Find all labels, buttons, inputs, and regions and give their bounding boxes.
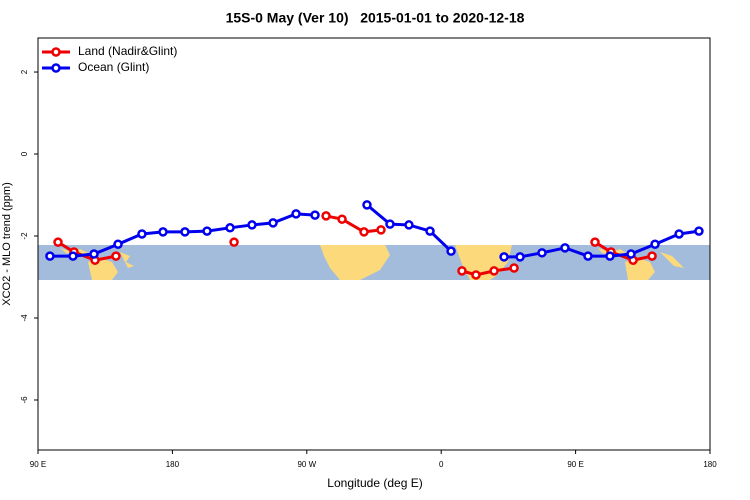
y-tick-label: -4: [20, 314, 29, 322]
data-point: [268, 218, 278, 228]
data-point: [425, 226, 435, 236]
data-point: [446, 246, 456, 256]
data-point: [359, 227, 369, 237]
x-tick-label: 180: [703, 460, 717, 469]
data-point: [674, 229, 684, 239]
data-point: [89, 249, 99, 259]
x-axis-label: Longitude (deg E): [327, 476, 422, 490]
data-point: [68, 251, 78, 261]
data-point: [385, 219, 395, 229]
data-point: [509, 263, 519, 273]
x-tick-label: 90 E: [30, 460, 46, 469]
legend: Land (Nadir&Glint) Ocean (Glint): [42, 44, 177, 74]
data-point: [45, 251, 55, 261]
data-point: [180, 227, 190, 237]
data-point: [53, 237, 63, 247]
y-axis-label: XCO2 - MLO trend (ppm): [1, 182, 13, 305]
data-point: [647, 251, 657, 261]
y-tick-label: 2: [20, 69, 29, 74]
data-point: [137, 229, 147, 239]
legend-marker: [51, 47, 61, 57]
data-point: [158, 227, 168, 237]
legend-label: Land (Nadir&Glint): [78, 44, 177, 58]
data-point: [489, 266, 499, 276]
data-point: [321, 211, 331, 221]
data-point: [590, 237, 600, 247]
data-point: [229, 237, 239, 247]
data-point: [560, 243, 570, 253]
data-point: [515, 252, 525, 262]
x-tick-label: 0: [439, 460, 444, 469]
data-point: [499, 252, 509, 262]
data-point: [605, 251, 615, 261]
x-tick-label: 90 E: [567, 460, 583, 469]
data-point: [626, 249, 636, 259]
data-point: [202, 226, 212, 236]
data-point: [376, 225, 386, 235]
x-tick-label: 90 W: [297, 460, 316, 469]
legend-marker: [51, 63, 61, 73]
chart-title: 15S-0 May (Ver 10) 2015-01-01 to 2020-12…: [226, 10, 525, 26]
y-tick-label: -2: [20, 232, 29, 240]
plot-frame: [37, 37, 711, 451]
map-band: [38, 245, 710, 280]
data-point: [457, 266, 467, 276]
data-point: [362, 200, 372, 210]
data-point: [404, 220, 414, 230]
data-point: [471, 270, 481, 280]
data-point: [291, 209, 301, 219]
data-point: [225, 223, 235, 233]
data-point: [247, 220, 257, 230]
data-point: [337, 214, 347, 224]
data-point: [537, 248, 547, 258]
data-point: [310, 210, 320, 220]
legend-label: Ocean (Glint): [78, 60, 149, 74]
y-tick-label: -6: [20, 396, 29, 404]
y-tick-label: 0: [20, 151, 29, 156]
data-point: [694, 226, 704, 236]
data-point: [113, 239, 123, 249]
data-point: [111, 251, 121, 261]
data-point: [583, 251, 593, 261]
x-tick-label: 180: [166, 460, 180, 469]
data-point: [650, 239, 660, 249]
